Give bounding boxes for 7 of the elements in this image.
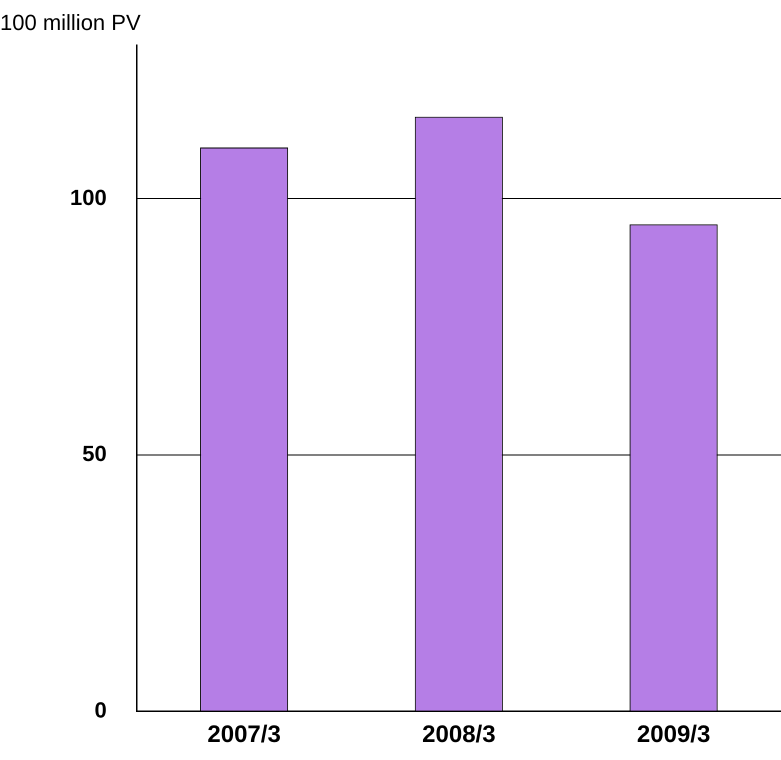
y-axis-title: 100 million PV: [0, 10, 141, 36]
x-tick-label: 2008/3: [422, 721, 496, 748]
y-tick-label: 100: [70, 184, 107, 210]
x-tick-label: 2007/3: [207, 721, 281, 748]
y-tick-label: 0: [94, 697, 107, 722]
x-tick-label: 2009/3: [636, 721, 710, 748]
y-tick-label: 50: [82, 441, 107, 466]
